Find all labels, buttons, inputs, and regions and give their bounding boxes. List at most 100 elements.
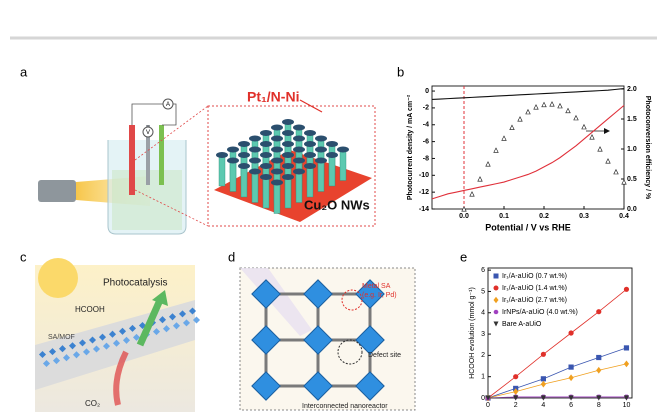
marker	[517, 116, 523, 122]
x-tick-label: 0.3	[579, 213, 589, 220]
pt-site	[271, 135, 283, 142]
pt-site	[315, 157, 327, 164]
mof-node	[152, 328, 161, 336]
mof-node	[68, 342, 77, 350]
nanowire	[284, 177, 292, 209]
zoom-line	[134, 105, 209, 161]
pt-site	[260, 141, 272, 147]
panel-label: c	[20, 249, 27, 264]
pt-site	[238, 141, 250, 147]
legend-marker	[493, 273, 499, 279]
nanowire	[306, 166, 314, 198]
marker	[540, 380, 546, 388]
pt-site	[293, 157, 305, 164]
pt-site	[326, 141, 338, 147]
nanowire	[218, 155, 226, 187]
pt-site	[227, 157, 239, 164]
plot-frame	[431, 85, 625, 210]
marker	[513, 374, 519, 380]
mof-node	[172, 322, 181, 330]
x-tick-label: 0.1	[499, 213, 509, 220]
legend-marker	[493, 309, 499, 315]
metal-sa-label: Metal SA	[362, 283, 391, 290]
pt-site	[271, 124, 283, 131]
marker	[589, 134, 595, 140]
panel-label: a	[20, 64, 28, 79]
mof-node	[182, 319, 191, 327]
mof-node	[162, 325, 171, 333]
nanowire	[339, 150, 347, 181]
electrode	[159, 125, 164, 185]
metal-sa-marker	[341, 289, 363, 311]
x-tick-label: 6	[569, 402, 573, 409]
marker	[477, 176, 483, 182]
mof-node	[132, 333, 141, 341]
defect-label: Defect site	[368, 352, 401, 359]
metal-sa-examples: (e.g. Ir, Pd)	[362, 292, 397, 299]
light-ray	[240, 268, 312, 336]
x-tick-label: 0.2	[539, 213, 549, 220]
pt-site	[282, 130, 294, 136]
series-line	[487, 347, 627, 399]
pt-site	[304, 130, 316, 136]
y-tick-label: 1	[481, 374, 485, 381]
x-axis-title: Potential / V vs RHE	[485, 222, 571, 232]
y-tick-label: 3	[481, 331, 485, 338]
cluster	[303, 325, 333, 355]
marker	[469, 191, 475, 197]
legend-label: Ir₁/A-aUiO (2.7 wt.%)	[502, 297, 567, 304]
pt-site	[315, 146, 327, 153]
pt-site	[260, 163, 272, 169]
y-tick-label: -14	[419, 206, 429, 213]
cluster	[251, 279, 281, 309]
arrow	[113, 350, 129, 406]
panel-label: d	[228, 249, 235, 264]
pt-site	[315, 135, 327, 142]
arrow	[136, 298, 164, 347]
mof-node	[168, 313, 177, 321]
mof-node	[62, 354, 71, 362]
marker	[568, 395, 574, 401]
mof-node	[192, 316, 201, 324]
marker	[605, 158, 611, 164]
marker	[568, 364, 574, 370]
y-tick-label: -2	[423, 105, 429, 112]
x-tick-label: 10	[623, 402, 631, 409]
mof-node	[118, 327, 127, 335]
pt-site	[260, 130, 272, 136]
mof-node	[82, 348, 91, 356]
marker	[493, 147, 499, 153]
pt-site	[337, 146, 349, 153]
y2-tick-label: 1.0	[627, 146, 637, 153]
marker	[540, 395, 546, 401]
pt-site	[249, 135, 261, 142]
x-tick-label: 0	[486, 402, 490, 409]
y2-tick-label: 1.5	[627, 116, 637, 123]
y2-tick-label: 2.0	[627, 86, 637, 93]
nanowire	[273, 183, 281, 214]
mof-node	[122, 336, 131, 344]
marker	[540, 376, 546, 382]
marker	[525, 108, 531, 115]
pt-site	[238, 163, 250, 169]
marker	[568, 330, 574, 336]
product-label: HCOOH	[75, 305, 105, 314]
marker	[596, 395, 602, 401]
defect-marker	[337, 339, 363, 365]
pt-site	[293, 124, 305, 131]
marker	[623, 286, 630, 292]
cluster	[355, 325, 385, 355]
mof-node	[92, 345, 101, 353]
mof-node	[88, 336, 97, 344]
pt-site	[249, 157, 261, 164]
x-tick-label: 0.0	[459, 213, 469, 220]
marker	[581, 123, 587, 130]
legend-marker	[493, 296, 499, 304]
y-tick-label: 0	[481, 395, 485, 402]
mof-node	[188, 307, 197, 315]
electrode	[146, 125, 150, 185]
pt-site	[326, 152, 338, 158]
arrow	[299, 99, 323, 113]
y-tick-label: -4	[423, 122, 429, 129]
